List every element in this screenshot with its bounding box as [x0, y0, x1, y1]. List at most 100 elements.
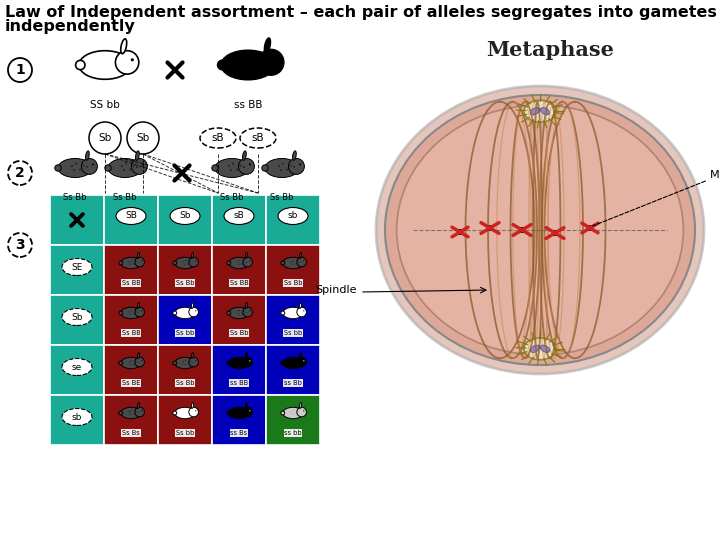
Circle shape [184, 264, 185, 265]
Circle shape [217, 60, 228, 70]
Text: sb: sb [72, 413, 82, 422]
Circle shape [92, 164, 94, 165]
Text: Sb: Sb [136, 133, 150, 143]
Ellipse shape [300, 403, 302, 408]
Circle shape [286, 168, 288, 171]
Text: ss BB: ss BB [234, 100, 262, 110]
Text: Ss Bb: Ss Bb [284, 280, 302, 286]
Circle shape [237, 261, 238, 262]
Text: sB: sB [212, 133, 225, 143]
Circle shape [131, 360, 132, 361]
Circle shape [227, 361, 230, 365]
Ellipse shape [170, 207, 200, 225]
Text: SS bb: SS bb [90, 100, 120, 110]
Ellipse shape [246, 253, 248, 259]
Ellipse shape [138, 303, 140, 308]
Text: Spindle: Spindle [315, 285, 356, 295]
Ellipse shape [175, 357, 195, 369]
Bar [50, 195, 104, 245]
Circle shape [258, 49, 284, 75]
Circle shape [243, 261, 245, 262]
Circle shape [138, 362, 139, 363]
Circle shape [173, 311, 176, 315]
Circle shape [227, 311, 230, 315]
Circle shape [119, 261, 122, 265]
Circle shape [75, 163, 77, 165]
Ellipse shape [300, 303, 302, 308]
Circle shape [243, 407, 253, 417]
Ellipse shape [376, 86, 704, 374]
Circle shape [297, 257, 307, 267]
Ellipse shape [300, 353, 302, 359]
Circle shape [239, 310, 240, 311]
Ellipse shape [292, 151, 296, 160]
Bar [158, 395, 212, 445]
Circle shape [135, 357, 145, 367]
Circle shape [76, 60, 85, 70]
Circle shape [291, 411, 292, 413]
Ellipse shape [121, 257, 141, 269]
Ellipse shape [62, 259, 92, 275]
Ellipse shape [62, 359, 92, 375]
Circle shape [297, 357, 307, 367]
Circle shape [303, 410, 305, 411]
Bar [158, 295, 212, 345]
Bar [50, 395, 104, 445]
Ellipse shape [524, 338, 556, 360]
Circle shape [187, 264, 189, 265]
Circle shape [133, 363, 135, 364]
Circle shape [289, 165, 292, 167]
Circle shape [136, 166, 138, 168]
Ellipse shape [531, 345, 539, 353]
Circle shape [295, 264, 297, 265]
Circle shape [249, 164, 251, 165]
Circle shape [232, 163, 234, 165]
Ellipse shape [175, 307, 195, 319]
Text: Ss BB: Ss BB [230, 280, 248, 286]
Circle shape [8, 161, 32, 185]
Circle shape [303, 310, 305, 312]
Bar [212, 245, 266, 295]
Text: se: se [72, 362, 82, 372]
Ellipse shape [121, 39, 127, 53]
Circle shape [8, 58, 32, 82]
Ellipse shape [192, 253, 194, 259]
Circle shape [131, 310, 132, 311]
Bar [104, 345, 158, 395]
Text: 2: 2 [15, 166, 25, 180]
Text: Ss bb: Ss bb [176, 430, 194, 436]
Bar [158, 345, 212, 395]
Circle shape [131, 158, 148, 174]
Circle shape [184, 363, 185, 365]
Text: 3: 3 [15, 238, 24, 252]
Text: SB: SB [125, 212, 137, 220]
Text: Ss Bb: Ss Bb [270, 193, 294, 202]
Circle shape [297, 407, 307, 417]
Circle shape [281, 261, 284, 265]
Circle shape [280, 169, 282, 171]
Ellipse shape [229, 407, 249, 419]
Circle shape [487, 225, 493, 231]
Ellipse shape [385, 95, 695, 365]
Ellipse shape [246, 303, 248, 308]
Circle shape [293, 166, 295, 168]
Text: Ss BB: Ss BB [122, 330, 140, 336]
Ellipse shape [278, 207, 308, 225]
Circle shape [138, 312, 139, 313]
Circle shape [131, 410, 132, 411]
Text: Metaphase plate: Metaphase plate [710, 170, 720, 180]
Circle shape [130, 314, 131, 315]
Circle shape [135, 361, 137, 362]
Text: Ss Bb: Ss Bb [230, 330, 248, 336]
Circle shape [239, 260, 240, 261]
Circle shape [249, 410, 251, 411]
Ellipse shape [108, 159, 142, 178]
Ellipse shape [264, 38, 271, 53]
Bar [158, 195, 212, 245]
Circle shape [105, 165, 111, 171]
Text: sB: sB [252, 133, 264, 143]
Circle shape [281, 411, 284, 415]
Circle shape [195, 260, 197, 261]
Ellipse shape [192, 353, 194, 359]
Circle shape [73, 169, 75, 171]
